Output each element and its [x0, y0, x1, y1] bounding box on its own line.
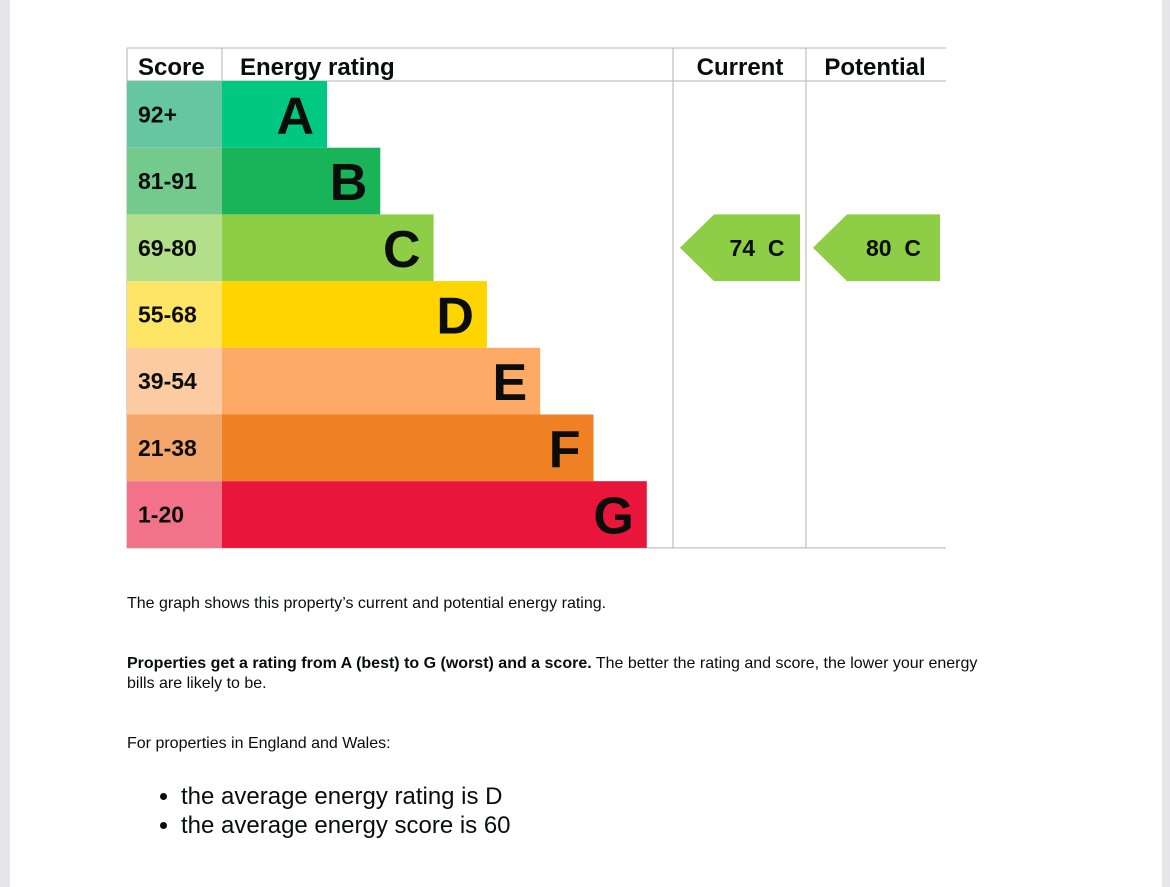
epc-page: 92+ A 81-91 B 69-80 C 55-68 D 39-54 E 21-38 F 1-20 G … [10, 0, 1162, 887]
band-letter: A [276, 87, 314, 145]
band-bar [222, 281, 487, 348]
band-score-range: 81-91 [138, 168, 197, 194]
band-letter: F [549, 421, 581, 479]
header-score: Score [138, 54, 205, 81]
band-bar [222, 147, 381, 215]
band-letter: C [383, 221, 421, 279]
band-bar [222, 414, 594, 482]
rating-explanation: Properties get a rating from A (best) to… [127, 654, 1007, 694]
band-c: 69-80 C [127, 214, 434, 282]
potential-rating-marker: 80 C [813, 214, 940, 282]
band-score-cell [127, 214, 222, 282]
potential-rating-marker-label: 80 C [866, 235, 921, 261]
region-intro: For properties in England and Wales: [127, 735, 391, 752]
band-a: 92+ A [127, 81, 327, 148]
band-letter: B [330, 154, 368, 212]
band-score-cell [127, 147, 222, 215]
band-score-range: 55-68 [138, 301, 197, 327]
band-score-range: 21-38 [138, 435, 197, 461]
band-bar [222, 347, 541, 415]
band-score-cell [127, 481, 222, 548]
band-bar [222, 214, 434, 282]
band-f: 21-38 F [127, 414, 594, 482]
band-letter: D [436, 287, 474, 345]
band-d: 55-68 D [127, 281, 487, 348]
band-bar [222, 481, 647, 548]
potential-rating-marker-arrow [813, 214, 940, 282]
band-score-range: 69-80 [138, 235, 197, 261]
band-bar [222, 81, 327, 148]
band-letter: G [593, 488, 633, 546]
graph-description: The graph shows this property’s current … [127, 595, 607, 612]
band-score-cell [127, 347, 222, 415]
chart-headers: Score Energy rating Current Potential [138, 54, 926, 81]
rating-explanation-rest: The better the rating and score, the low… [127, 655, 978, 692]
current-rating-marker-label: 74 C [730, 235, 785, 261]
current-rating-marker: 74 C [680, 214, 800, 282]
rating-markers: 74 C 80 C [680, 214, 940, 282]
header-energy-rating: Energy rating [240, 54, 395, 81]
band-e: 39-54 E [127, 347, 541, 415]
header-current: Current [697, 54, 784, 81]
energy-rating-chart: 92+ A81-91 B69-80 C55-68 D39-54 E21-38 F1-20 G … [126, 47, 946, 549]
current-rating-marker-arrow [680, 214, 800, 282]
header-potential: Potential [824, 54, 925, 81]
band-score-cell [127, 81, 222, 148]
band-score-range: 92+ [138, 101, 177, 127]
band-score-range: 1-20 [138, 502, 184, 528]
band-score-range: 39-54 [138, 368, 197, 394]
average-score-item: the average energy score is 60 [181, 811, 881, 840]
band-g: 1-20 G [127, 481, 647, 548]
average-rating-item: the average energy rating is D [181, 782, 881, 811]
average-list: the average energy rating is D the avera… [155, 782, 881, 840]
band-b: 81-91 B [127, 147, 381, 215]
rating-explanation-bold: Properties get a rating from A (best) to… [127, 655, 592, 672]
band-score-cell [127, 281, 222, 348]
band-score-cell [127, 414, 222, 482]
rating-bands: 92+ A 81-91 B 69-80 C 55-68 D 39-54 E 21-38 F 1-20 G [127, 81, 647, 548]
band-letter: E [493, 354, 528, 412]
